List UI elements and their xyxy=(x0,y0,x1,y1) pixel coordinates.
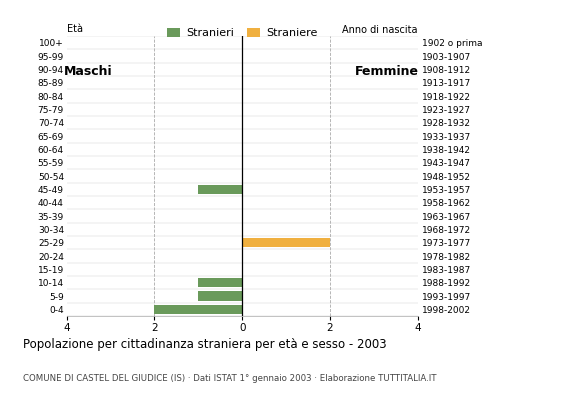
Text: Femmine: Femmine xyxy=(355,65,419,78)
Text: Maschi: Maschi xyxy=(64,65,113,78)
Bar xyxy=(198,278,242,288)
Text: Anno di nascita: Anno di nascita xyxy=(342,25,418,35)
Bar xyxy=(198,184,242,194)
Legend: Stranieri, Straniere: Stranieri, Straniere xyxy=(162,23,322,43)
Text: Popolazione per cittadinanza straniera per età e sesso - 2003: Popolazione per cittadinanza straniera p… xyxy=(23,338,387,351)
Text: Età: Età xyxy=(67,24,83,34)
Bar xyxy=(198,291,242,301)
Text: COMUNE DI CASTEL DEL GIUDICE (IS) · Dati ISTAT 1° gennaio 2003 · Elaborazione TU: COMUNE DI CASTEL DEL GIUDICE (IS) · Dati… xyxy=(23,374,437,383)
Bar xyxy=(242,238,330,248)
Bar xyxy=(154,304,242,314)
